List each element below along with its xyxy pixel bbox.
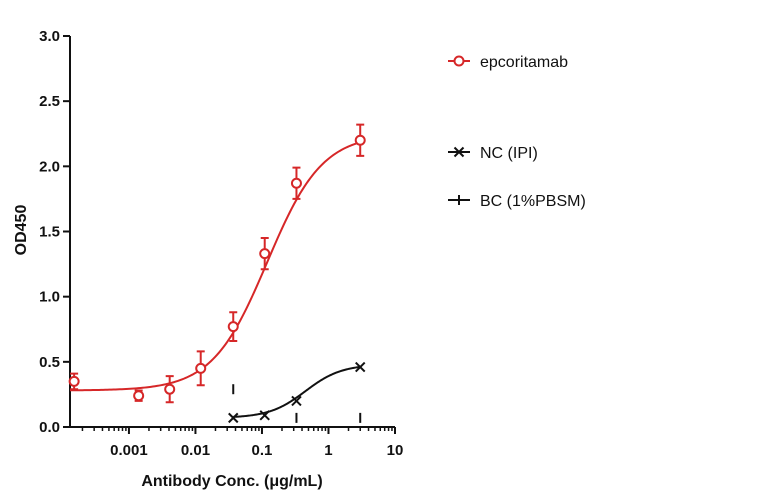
- y-tick-label: 0.0: [39, 419, 60, 436]
- data-point-marker: [259, 248, 271, 260]
- legend-item: BC (1%PBSM): [448, 193, 586, 210]
- y-tick-label: 2.0: [39, 158, 60, 175]
- axes: [69, 36, 395, 428]
- x-tick-label: 0.001: [110, 442, 148, 459]
- y-tick-label: 1.0: [39, 289, 60, 306]
- data-point-marker: [453, 146, 465, 158]
- legend-item: epcoritamab: [448, 54, 568, 71]
- legend-label: epcoritamab: [480, 54, 568, 71]
- plot-area: [68, 123, 366, 424]
- fit-curve: [233, 365, 361, 418]
- x-tick-label: 0.01: [181, 442, 210, 459]
- y-tick-label: 1.5: [39, 224, 60, 241]
- x-axis-label: Antibody Conc. (μg/mL): [141, 473, 322, 490]
- legend: epcoritamab NC (IPI) BC (1%PBSM): [448, 54, 586, 210]
- y-tick-label: 3.0: [39, 28, 60, 45]
- x-tick-label: 10: [387, 442, 404, 459]
- x-tick-label: 1: [324, 442, 332, 459]
- data-point-marker: [291, 395, 302, 407]
- legend-item: NC (IPI): [448, 145, 538, 162]
- x-tick-label: 0.1: [252, 442, 273, 459]
- data-point-marker: [354, 134, 366, 146]
- data-point-marker: [290, 177, 302, 189]
- data-point-marker: [133, 390, 145, 402]
- data-point-marker: [228, 412, 239, 424]
- data-point-marker: [164, 383, 176, 395]
- y-tick-label: 2.5: [39, 93, 60, 110]
- y-axis-label: OD450: [13, 205, 30, 256]
- y-ticks: 0.0 0.5 1.0 1.5 2.0 2.5 3.0: [39, 28, 70, 436]
- data-point-marker: [259, 410, 270, 421]
- data-point-marker: [355, 361, 366, 373]
- series-open-circle: [68, 123, 366, 404]
- fit-curve: [69, 141, 361, 392]
- legend-label: NC (IPI): [480, 145, 538, 162]
- series-vertical-tick: [232, 384, 362, 423]
- y-tick-label: 0.5: [39, 354, 60, 371]
- data-point-marker: [453, 55, 465, 67]
- series-x: [228, 361, 366, 424]
- legend-label: BC (1%PBSM): [480, 193, 586, 210]
- data-point-marker: [68, 375, 80, 387]
- x-ticks: 0.001 0.01 0.1 1 10: [81, 427, 404, 459]
- data-point-marker: [195, 362, 207, 374]
- data-point-marker: [227, 321, 239, 333]
